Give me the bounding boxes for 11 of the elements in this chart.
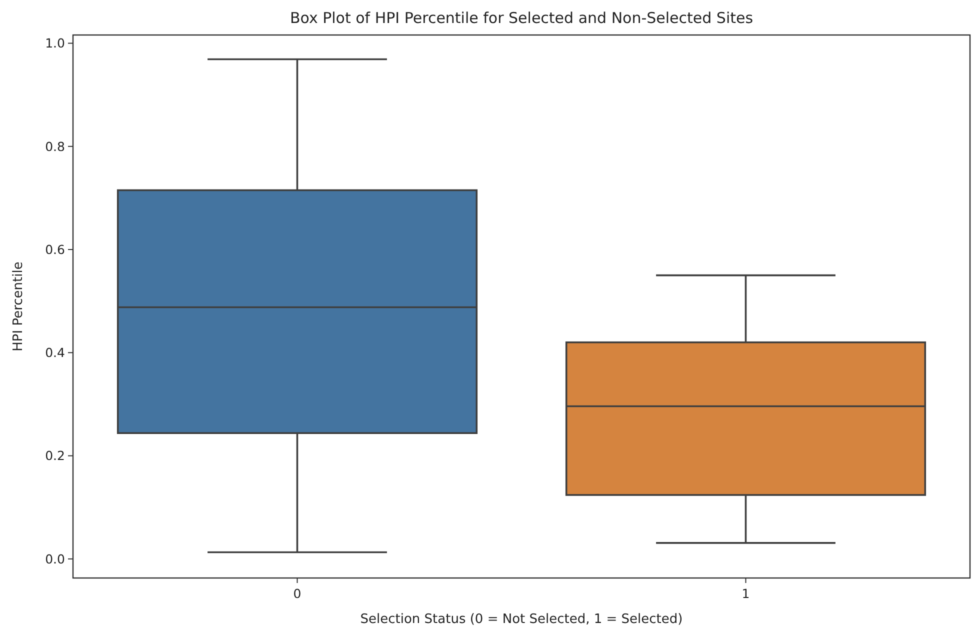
y-axis-title: HPI Percentile — [11, 262, 26, 352]
y-tick-label: 0.6 — [45, 242, 66, 257]
y-tick-label: 1.0 — [45, 36, 66, 51]
x-tick-label: 0 — [293, 586, 302, 601]
y-tick-label: 0.8 — [45, 138, 66, 154]
x-axis-title: Selection Status (0 = Not Selected, 1 = Selected) — [360, 612, 683, 627]
y-tick-label: 0.2 — [45, 448, 65, 464]
y-tick-label: 0.4 — [45, 345, 66, 360]
chart-title: Box Plot of HPI Percentile for Selected and Non-Selected Sites — [290, 9, 754, 27]
x-tick-label: 1 — [742, 586, 750, 601]
y-tick-label: 0.0 — [45, 551, 66, 566]
